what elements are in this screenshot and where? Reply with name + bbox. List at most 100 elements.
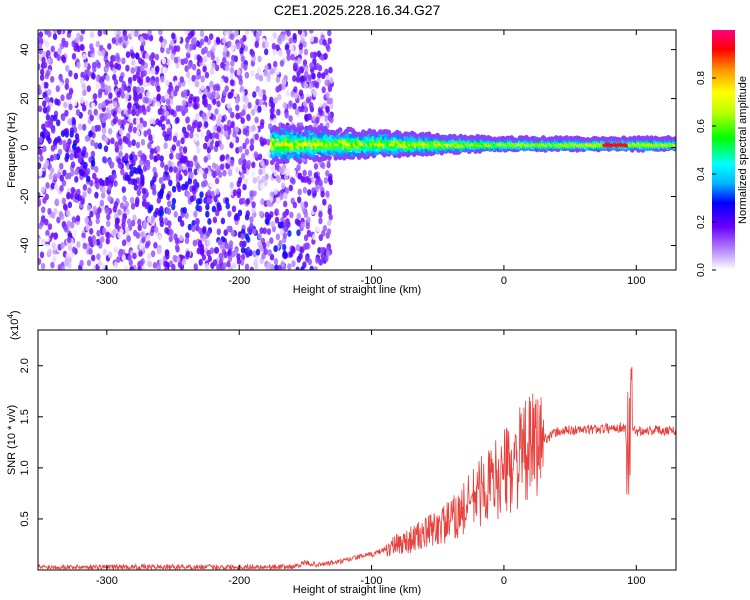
heat-cell bbox=[65, 64, 70, 72]
heat-cell bbox=[276, 176, 282, 184]
heat-cell bbox=[209, 80, 214, 88]
heat-cell bbox=[170, 53, 175, 60]
heat-cell bbox=[260, 198, 265, 206]
heat-cell bbox=[73, 72, 79, 80]
heat-cell bbox=[227, 169, 233, 177]
heat-cell bbox=[325, 43, 330, 50]
heat-cell bbox=[236, 253, 241, 260]
heat-cell bbox=[38, 105, 43, 113]
heat-cell bbox=[326, 161, 331, 169]
heat-cell bbox=[146, 105, 151, 113]
heat-cell bbox=[60, 265, 66, 270]
heat-cell bbox=[112, 228, 117, 236]
heat-cell bbox=[386, 129, 392, 135]
heat-cell bbox=[220, 96, 226, 103]
heat-cell bbox=[86, 204, 91, 212]
heat-cell bbox=[266, 138, 271, 146]
heat-cell bbox=[51, 242, 56, 250]
heat-cell bbox=[45, 69, 51, 77]
heat-cell bbox=[110, 137, 115, 145]
heat-cell bbox=[189, 195, 195, 203]
heat-cell bbox=[162, 66, 167, 74]
heat-cell bbox=[204, 121, 209, 128]
heat-cell bbox=[65, 252, 71, 259]
heat-cell bbox=[121, 186, 127, 194]
heat-cell bbox=[146, 234, 151, 242]
heat-cell bbox=[162, 174, 167, 182]
heat-cell bbox=[318, 179, 323, 187]
heat-cell bbox=[249, 144, 254, 152]
heat-cell bbox=[292, 33, 297, 40]
heat-cell bbox=[257, 55, 262, 63]
heat-cell bbox=[228, 92, 234, 99]
heat-cell bbox=[61, 179, 67, 187]
heat-cell bbox=[182, 258, 187, 265]
heat-cell bbox=[287, 263, 292, 270]
heat-cell bbox=[52, 153, 58, 161]
heat-cell bbox=[173, 211, 178, 218]
heat-cell bbox=[182, 99, 187, 107]
heat-cell bbox=[145, 163, 151, 171]
heat-cell bbox=[39, 155, 44, 162]
heat-cell bbox=[244, 71, 250, 79]
heat-cell bbox=[229, 159, 235, 167]
heat-cell bbox=[88, 130, 93, 138]
heat-cell bbox=[92, 93, 98, 100]
heat-cell bbox=[196, 54, 201, 61]
heat-cell bbox=[291, 178, 296, 185]
heat-cell bbox=[47, 137, 52, 145]
heat-cell bbox=[129, 153, 134, 161]
heat-cell bbox=[152, 262, 158, 269]
heat-cell bbox=[148, 34, 154, 42]
heat-cell bbox=[275, 233, 281, 241]
heat-cell bbox=[196, 247, 201, 255]
heat-cell bbox=[113, 180, 118, 187]
heat-cell bbox=[60, 94, 65, 102]
heat-cell bbox=[82, 123, 87, 131]
heat-cell bbox=[327, 208, 332, 216]
heat-cell bbox=[307, 230, 312, 238]
heat-cell bbox=[135, 141, 141, 149]
heat-cell bbox=[160, 161, 165, 168]
heat-cell bbox=[178, 163, 183, 171]
heat-cell bbox=[100, 191, 106, 199]
heat-cell bbox=[223, 124, 228, 132]
heat-cell bbox=[52, 139, 58, 147]
heat-cell bbox=[232, 131, 237, 139]
heat-cell bbox=[234, 97, 240, 104]
heat-cell bbox=[142, 193, 147, 201]
heat-cell bbox=[176, 140, 181, 147]
heat-cell bbox=[257, 153, 263, 161]
heat-cell bbox=[275, 68, 280, 75]
heat-cell bbox=[271, 42, 277, 50]
heat-cell bbox=[91, 102, 96, 109]
colorbar-tick-label: 0.6 bbox=[696, 119, 707, 133]
heat-cell bbox=[249, 138, 255, 146]
heat-cell bbox=[42, 50, 47, 58]
heat-cell bbox=[93, 108, 98, 116]
heat-cell bbox=[273, 169, 278, 177]
heat-cell bbox=[148, 134, 153, 141]
heat-cell bbox=[278, 240, 283, 247]
heat-cell bbox=[194, 160, 199, 168]
heat-cell bbox=[290, 245, 296, 253]
heat-cell bbox=[161, 41, 166, 49]
heat-cell bbox=[285, 169, 290, 177]
heat-cell bbox=[255, 31, 261, 39]
heat-cell bbox=[144, 97, 149, 104]
heat-cell bbox=[212, 259, 218, 267]
heat-cell bbox=[262, 227, 267, 235]
heat-cell bbox=[95, 40, 101, 48]
heat-cell bbox=[164, 164, 169, 172]
heat-cell bbox=[185, 250, 190, 258]
heat-cell bbox=[302, 100, 308, 108]
heat-cell bbox=[44, 159, 50, 167]
heat-cell bbox=[94, 124, 99, 132]
heat-cell bbox=[113, 246, 118, 254]
heat-cell bbox=[200, 131, 205, 138]
heat-cell bbox=[143, 62, 149, 69]
heat-cell bbox=[286, 54, 291, 61]
heat-cell bbox=[242, 142, 247, 150]
heat-cell bbox=[183, 89, 188, 97]
heat-cell bbox=[139, 117, 144, 125]
